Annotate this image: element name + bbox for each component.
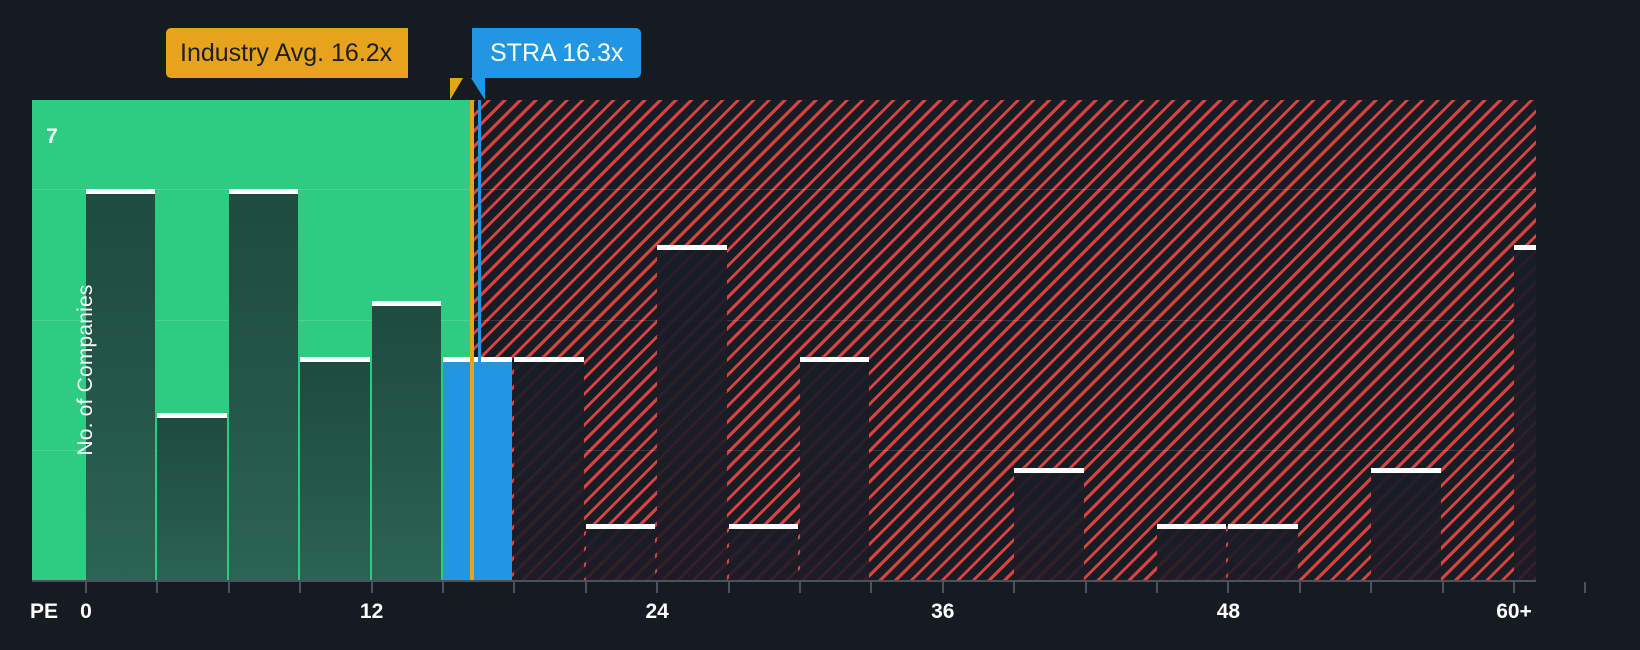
x-tick [870,582,873,593]
bar-cap [1157,524,1227,530]
x-tick [1584,582,1587,593]
bar-cap [157,412,227,418]
bar-body [86,194,156,580]
x-tick [727,582,730,593]
bar-cap [800,356,870,362]
bar-cap [585,524,656,530]
x-tick [85,582,87,593]
x-tick [656,582,659,593]
x-tick [1227,582,1230,593]
stra-callout[interactable]: STRA 16.3x [471,28,642,100]
x-axis-line [32,580,1536,582]
x-tick [799,582,801,593]
bar-body [443,361,513,580]
bar-body [228,194,299,580]
bar-12-15[interactable] [371,300,441,580]
bar-body [728,529,798,580]
x-tick [1370,582,1373,593]
plot-area: 7 No. of Companies [32,100,1536,580]
x-tick [1441,582,1444,593]
industry-average-callout-tail [450,78,476,100]
x-tick [1084,582,1087,593]
x-tick [1298,582,1301,593]
bar-39-42[interactable] [1014,468,1084,580]
x-tick [227,582,230,593]
bar-body [157,417,227,580]
bar-21-24[interactable] [585,524,656,580]
bar-cap [228,189,299,195]
x-tick [1156,582,1158,593]
industry-average-callout[interactable]: Industry Avg. 16.2x [166,28,463,100]
bar-body [1371,473,1441,580]
bar-cap [300,356,370,362]
industry-average-callout-label: Industry Avg. 16.2x [180,38,393,67]
bar-0-3[interactable] [86,189,156,580]
zone-overvalued [471,100,1536,580]
x-tick [1013,582,1016,593]
bar-body [1014,473,1084,580]
bar-body [371,305,441,580]
x-tick [299,582,302,593]
x-tick [1513,582,1515,593]
bar-cap [86,189,156,195]
bar-30-33[interactable] [800,356,870,580]
x-tick [941,582,944,593]
x-tick [584,582,587,593]
bar-9-12[interactable] [300,356,370,580]
x-axis-label-60plus: 60+ [1496,600,1532,623]
bar-54-57[interactable] [1371,468,1441,580]
y-axis-title: No. of Companies [74,284,97,456]
industry-average-marker-line [469,100,474,580]
bar-body [800,361,870,580]
stra-callout-tail [471,78,485,100]
bar-cap [443,356,513,362]
bar-body [300,361,370,580]
bar-body [514,361,584,580]
bar-body [1228,529,1298,580]
bar-cap [1514,245,1536,251]
bar-cap [1228,524,1298,530]
bar-18-21[interactable] [514,356,584,580]
bar-cap [371,300,441,306]
bar-60+[interactable] [1514,245,1536,580]
x-tick [370,582,373,593]
bar-body [585,529,656,580]
stra-callout-label: STRA 16.3x [490,38,624,67]
bar-3-6[interactable] [157,412,227,580]
bar-6-9[interactable] [228,189,299,580]
bar-15-18[interactable] [443,356,513,580]
bar-cap [657,245,727,251]
bar-cap [1371,468,1441,474]
x-tick [513,582,516,593]
bar-cap [514,356,584,362]
bar-cap [728,524,798,530]
y-axis-top-value: 7 [46,125,58,148]
bar-48-51[interactable] [1228,524,1298,580]
x-tick [442,582,444,593]
bar-body [1514,250,1536,580]
x-axis-unit-label: PE [30,600,59,623]
x-axis-label-36: 36 [931,600,955,623]
x-tick [156,582,159,593]
x-axis-label-12: 12 [359,600,384,623]
bar-body [1157,529,1227,580]
bar-45-48[interactable] [1157,524,1227,580]
bar-cap [1014,468,1084,474]
x-axis-label-0: 0 [80,600,92,623]
stra-marker-line [477,100,481,580]
bar-24-27[interactable] [657,245,727,580]
bar-27-30[interactable] [728,524,798,580]
bar-body [657,250,727,580]
x-axis-label-48: 48 [1216,600,1241,623]
x-axis-label-24: 24 [645,600,669,623]
